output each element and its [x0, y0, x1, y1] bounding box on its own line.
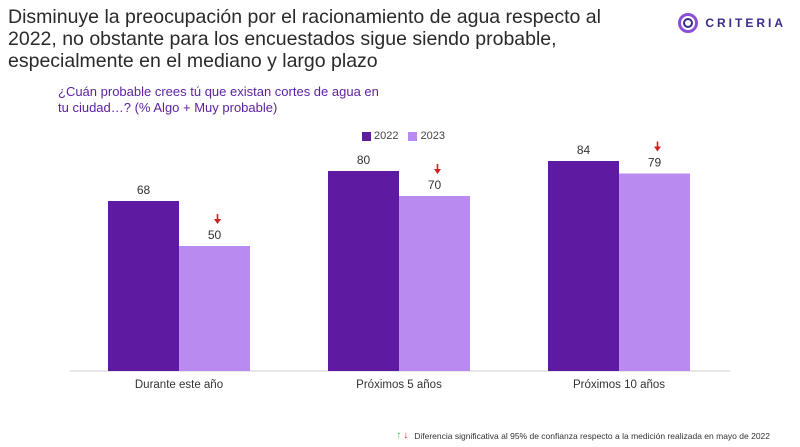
legend-label-2022: 2022 [374, 130, 399, 142]
category-label-3: Próximos 10 años [573, 379, 665, 391]
arrow-down-icon [654, 146, 661, 152]
bar-2023-3 [619, 173, 690, 371]
criteria-ring-icon [678, 13, 699, 33]
arrow-down-icon: ↓ [403, 430, 409, 441]
legend-item-2022: 2022 [362, 130, 398, 142]
brand-name: CRITERIA [705, 16, 786, 30]
legend-item-2023: 2023 [408, 130, 445, 142]
data-label-2022-2: 80 [357, 153, 371, 167]
bar-2022-3 [548, 161, 619, 371]
arrow-up-icon: ↑ [396, 430, 402, 441]
footnote-text: Diferencia significativa al 95% de confi… [414, 430, 770, 441]
data-label-2022-3: 84 [577, 143, 591, 157]
bar-2022-2 [328, 171, 399, 371]
category-label-1: Durante este año [135, 379, 223, 391]
arrow-down-icon [214, 219, 221, 224]
survey-question: ¿Cuán probable crees tú que existan cort… [58, 84, 379, 115]
legend-swatch-2023 [408, 131, 418, 141]
footnote: ↑ ↓ Diferencia significativa al 95% de c… [396, 430, 770, 441]
data-label-2023-3: 79 [648, 156, 662, 170]
legend-label-2023: 2023 [420, 130, 445, 142]
category-label-2: Próximos 5 años [356, 379, 442, 391]
chart-legend: 2022 2023 [362, 130, 445, 142]
legend-swatch-2022 [362, 131, 371, 141]
page-title: Disminuye la preocupación por el raciona… [8, 6, 601, 72]
arrow-down-icon [434, 169, 441, 174]
bar-2022-1 [108, 201, 179, 371]
data-label-2023-1: 50 [208, 228, 222, 242]
brand-logo: CRITERIA [677, 12, 786, 34]
data-label-2022-1: 68 [137, 183, 151, 197]
bar-2023-2 [399, 196, 470, 371]
bar-2023-1 [179, 246, 250, 371]
data-label-2023-2: 70 [428, 178, 442, 192]
